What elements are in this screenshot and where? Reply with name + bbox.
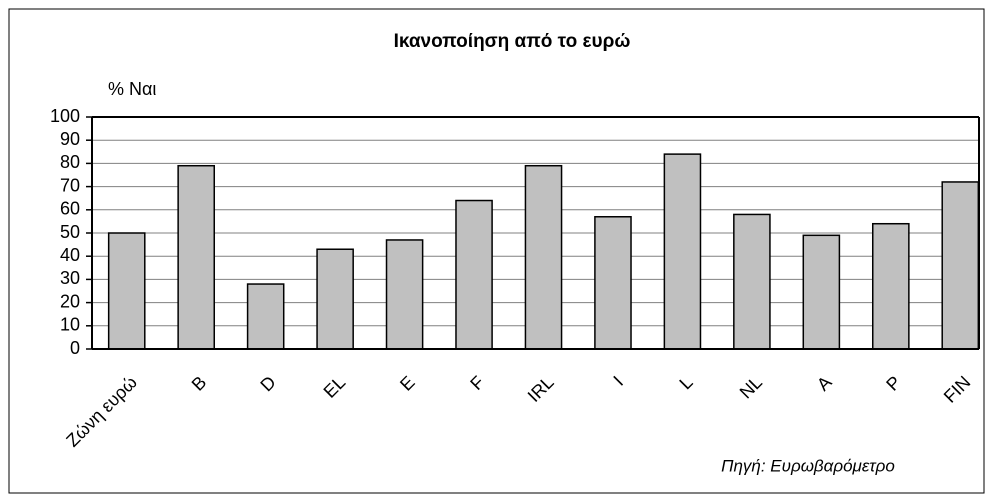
bar bbox=[594, 216, 632, 350]
y-tick-label: 100 bbox=[50, 106, 80, 126]
bar bbox=[107, 232, 146, 350]
bar bbox=[177, 164, 216, 350]
source: Πηγή: Ευρωβαρόμετρο bbox=[721, 456, 895, 475]
y-tick-label: 10 bbox=[60, 315, 80, 335]
y-tick-label: 50 bbox=[60, 222, 80, 242]
bar bbox=[941, 181, 980, 350]
y-tick-label: 40 bbox=[60, 245, 80, 265]
y-tick-label: 70 bbox=[60, 175, 80, 195]
y-tick-label: 0 bbox=[70, 338, 80, 358]
y-tick-label: 60 bbox=[60, 199, 80, 219]
bar bbox=[455, 199, 493, 350]
bar bbox=[316, 248, 354, 350]
y-tick-label: 30 bbox=[60, 268, 80, 288]
bar bbox=[524, 164, 563, 350]
bar bbox=[733, 213, 771, 350]
y-axis-label: % Ναι bbox=[108, 79, 156, 99]
bar bbox=[663, 153, 702, 350]
chart-title: Ικανοποίηση από το ευρώ bbox=[394, 31, 631, 52]
bar bbox=[871, 222, 910, 350]
y-tick-label: 20 bbox=[60, 291, 80, 311]
y-tick-label: 80 bbox=[60, 152, 80, 172]
bar bbox=[246, 283, 285, 350]
y-tick-label: 90 bbox=[60, 129, 80, 149]
bar bbox=[802, 234, 841, 350]
bar bbox=[385, 239, 424, 350]
